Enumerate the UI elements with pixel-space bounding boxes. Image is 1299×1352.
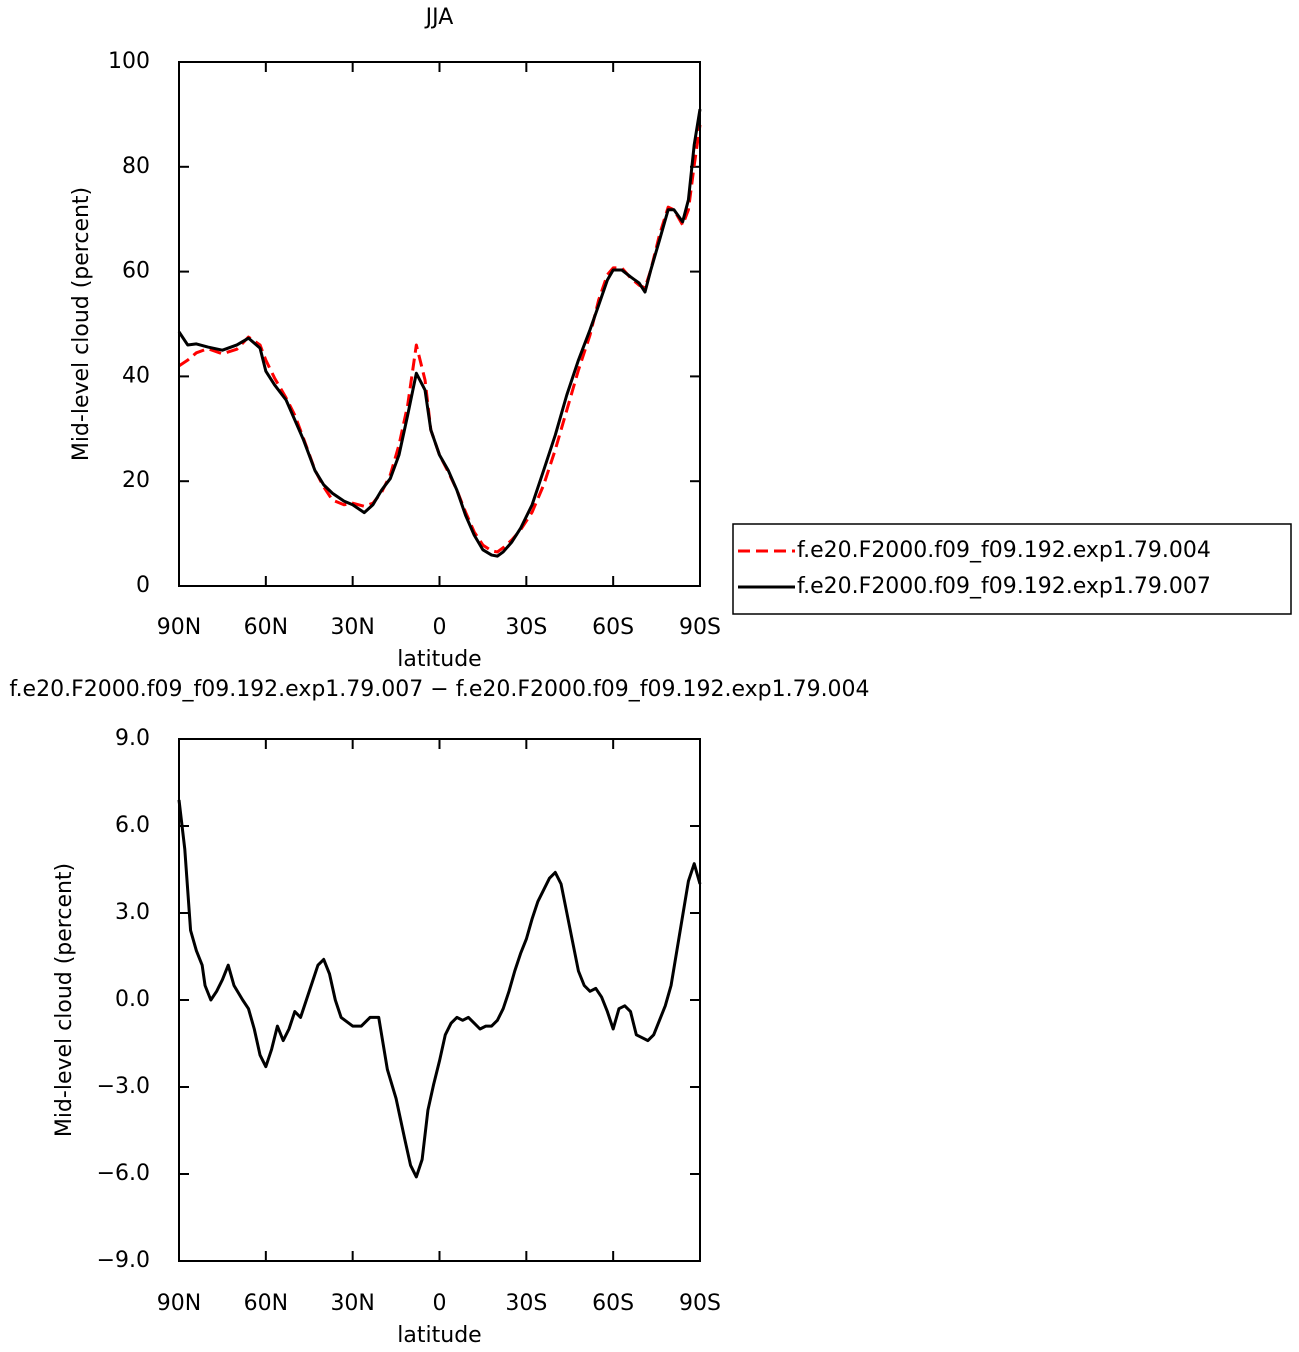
y-tick-label: −6.0 (97, 1161, 150, 1186)
y-tick-label: 6.0 (115, 813, 150, 838)
x-tick-label: 0 (433, 1291, 447, 1316)
x-tick-label: 30N (330, 615, 374, 640)
data-line (178, 124, 702, 554)
plot-frame (178, 738, 701, 1262)
y-tick-label: 0.0 (115, 987, 150, 1012)
chart-title: JJA (424, 5, 454, 30)
chart-title: f.e20.F2000.f09_f09.192.exp1.79.007 − f.… (9, 677, 869, 702)
x-tick-label: 90S (679, 615, 721, 640)
x-tick-label: 60N (244, 1291, 288, 1316)
x-tick-label: 0 (433, 615, 447, 640)
x-tick-label: 60N (244, 615, 288, 640)
plot-frame (178, 61, 701, 587)
x-tick-label: 90S (679, 1291, 721, 1316)
x-tick-label: 30S (505, 615, 547, 640)
data-line (177, 799, 702, 1179)
y-tick-label: 80 (122, 154, 150, 179)
x-axis-label: latitude (397, 1323, 481, 1348)
x-axis-label: latitude (397, 647, 481, 672)
y-axis-label: Mid-level cloud (percent) (52, 863, 77, 1137)
y-tick-label: −9.0 (97, 1248, 150, 1273)
y-tick-label: −3.0 (97, 1074, 150, 1099)
y-tick-label: 9.0 (115, 726, 150, 751)
y-axis-label: Mid-level cloud (percent) (69, 187, 94, 461)
x-tick-label: 60S (592, 615, 634, 640)
data-line (177, 108, 702, 558)
y-tick-label: 60 (122, 259, 150, 284)
y-tick-label: 3.0 (115, 900, 150, 925)
legend-label: f.e20.F2000.f09_f09.192.exp1.79.007 (797, 574, 1211, 599)
y-tick-label: 20 (122, 468, 150, 493)
y-tick-label: 100 (108, 49, 150, 74)
y-tick-label: 40 (122, 363, 150, 388)
x-tick-label: 90N (157, 615, 201, 640)
x-tick-label: 60S (592, 1291, 634, 1316)
y-tick-label: 0 (136, 573, 150, 598)
x-tick-label: 90N (157, 1291, 201, 1316)
legend-label: f.e20.F2000.f09_f09.192.exp1.79.004 (797, 538, 1211, 563)
x-tick-label: 30S (505, 1291, 547, 1316)
legend-box (732, 523, 1292, 615)
x-tick-label: 30N (330, 1291, 374, 1316)
